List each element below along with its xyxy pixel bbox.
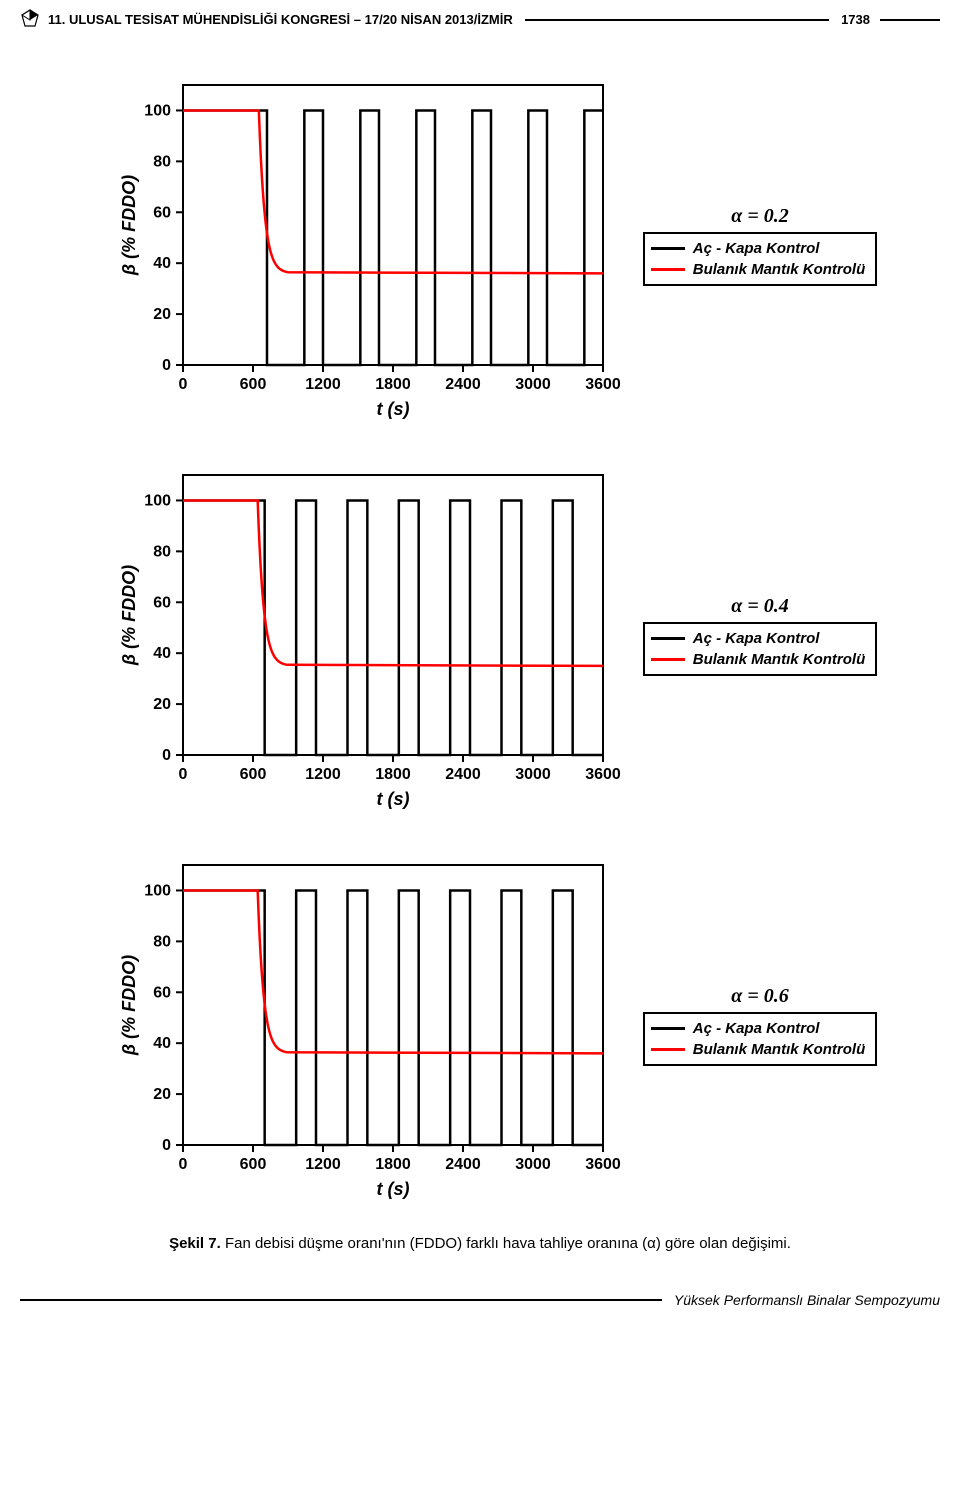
svg-text:600: 600 xyxy=(239,376,266,393)
chart-block: 0 600 1200 1800 2400 3000 3600 0 20 40 60 80 100 t (s… xyxy=(0,455,960,815)
svg-text:60: 60 xyxy=(153,984,171,1001)
legend: α = 0.6 Aç - Kapa KontrolBulanık Mantık K… xyxy=(643,985,878,1066)
header-rule-right xyxy=(880,19,940,21)
svg-text:0: 0 xyxy=(178,766,187,783)
svg-text:3600: 3600 xyxy=(585,766,621,783)
alpha-label: α = 0.6 xyxy=(643,985,878,1008)
svg-text:100: 100 xyxy=(144,882,171,899)
svg-text:80: 80 xyxy=(153,153,171,170)
legend-label: Bulanık Mantık Kontrolü xyxy=(693,649,866,670)
legend-item: Aç - Kapa Kontrol xyxy=(651,1018,866,1039)
svg-text:t (s): t (s) xyxy=(376,1179,409,1199)
svg-text:t (s): t (s) xyxy=(376,399,409,419)
svg-text:3000: 3000 xyxy=(515,1156,551,1173)
svg-text:80: 80 xyxy=(153,933,171,950)
legend-swatch xyxy=(651,637,685,640)
svg-text:1800: 1800 xyxy=(375,376,411,393)
caption-bold: Şekil 7. xyxy=(169,1235,221,1252)
svg-text:3000: 3000 xyxy=(515,766,551,783)
legend-item: Aç - Kapa Kontrol xyxy=(651,238,866,259)
legend-item: Bulanık Mantık Kontrolü xyxy=(651,1039,866,1060)
legend-item: Bulanık Mantık Kontrolü xyxy=(651,649,866,670)
svg-text:β (% FDDO): β (% FDDO) xyxy=(119,175,139,276)
legend: α = 0.4 Aç - Kapa KontrolBulanık Mantık K… xyxy=(643,595,878,676)
legend-item: Bulanık Mantık Kontrolü xyxy=(651,259,866,280)
legend-swatch xyxy=(651,1027,685,1030)
chart: 0 600 1200 1800 2400 3000 3600 0 20 40 60 80 100 t (s… xyxy=(113,845,623,1205)
svg-text:20: 20 xyxy=(153,306,171,323)
legend-swatch xyxy=(651,658,685,661)
svg-text:2400: 2400 xyxy=(445,1156,481,1173)
svg-text:600: 600 xyxy=(239,766,266,783)
svg-text:0: 0 xyxy=(162,747,171,764)
legend-item: Aç - Kapa Kontrol xyxy=(651,628,866,649)
logo-icon xyxy=(20,8,40,31)
svg-text:t (s): t (s) xyxy=(376,789,409,809)
svg-text:40: 40 xyxy=(153,1035,171,1052)
svg-text:β (% FDDO): β (% FDDO) xyxy=(119,955,139,1056)
svg-text:1200: 1200 xyxy=(305,376,341,393)
svg-text:1800: 1800 xyxy=(375,766,411,783)
svg-text:20: 20 xyxy=(153,696,171,713)
footer-text: Yüksek Performanslı Binalar Sempozyumu xyxy=(674,1292,940,1308)
header-rule xyxy=(525,19,829,21)
chart: 0 600 1200 1800 2400 3000 3600 0 20 40 60 80 100 t (s… xyxy=(113,455,623,815)
chart: 0 600 1200 1800 2400 3000 3600 0 20 40 60 80 100 t (s… xyxy=(113,65,623,425)
alpha-label: α = 0.2 xyxy=(643,205,878,228)
legend-swatch xyxy=(651,247,685,250)
svg-text:20: 20 xyxy=(153,1086,171,1103)
legend-label: Aç - Kapa Kontrol xyxy=(693,1018,820,1039)
svg-text:β (% FDDO): β (% FDDO) xyxy=(119,565,139,666)
alpha-label: α = 0.4 xyxy=(643,595,878,618)
legend-label: Aç - Kapa Kontrol xyxy=(693,628,820,649)
svg-text:40: 40 xyxy=(153,645,171,662)
charts-container: 060012001800240030003600020406080100t (s… xyxy=(0,65,960,1205)
svg-text:1200: 1200 xyxy=(305,766,341,783)
legend-label: Bulanık Mantık Kontrolü xyxy=(693,1039,866,1060)
svg-text:0: 0 xyxy=(162,357,171,374)
svg-text:100: 100 xyxy=(144,102,171,119)
svg-text:600: 600 xyxy=(239,1156,266,1173)
figure-caption: Şekil 7. Fan debisi düşme oranı'nın (FDD… xyxy=(40,1235,920,1252)
svg-text:40: 40 xyxy=(153,255,171,272)
svg-text:0: 0 xyxy=(178,376,187,393)
page-header: 11. ULUSAL TESİSAT MÜHENDİSLİĞİ KONGRESİ… xyxy=(0,0,960,35)
chart-block: 0 600 1200 1800 2400 3000 3600 0 20 40 60 80 100 t (s… xyxy=(0,845,960,1205)
svg-text:3000: 3000 xyxy=(515,376,551,393)
svg-text:3600: 3600 xyxy=(585,1156,621,1173)
legend-swatch xyxy=(651,1048,685,1051)
svg-text:3600: 3600 xyxy=(585,376,621,393)
caption-text: Fan debisi düşme oranı'nın (FDDO) farklı… xyxy=(221,1235,791,1252)
legend-label: Bulanık Mantık Kontrolü xyxy=(693,259,866,280)
legend-label: Aç - Kapa Kontrol xyxy=(693,238,820,259)
svg-text:100: 100 xyxy=(144,492,171,509)
header-title: 11. ULUSAL TESİSAT MÜHENDİSLİĞİ KONGRESİ… xyxy=(48,12,513,27)
svg-text:2400: 2400 xyxy=(445,376,481,393)
svg-text:2400: 2400 xyxy=(445,766,481,783)
svg-text:1800: 1800 xyxy=(375,1156,411,1173)
footer-rule xyxy=(20,1299,662,1301)
page-number: 1738 xyxy=(841,12,870,27)
legend: α = 0.2 Aç - Kapa KontrolBulanık Mantık K… xyxy=(643,205,878,286)
svg-text:60: 60 xyxy=(153,594,171,611)
svg-text:1200: 1200 xyxy=(305,1156,341,1173)
chart-block: 0 600 1200 1800 2400 3000 3600 0 20 40 60 80 100 t (s… xyxy=(0,65,960,425)
svg-text:0: 0 xyxy=(178,1156,187,1173)
legend-box: Aç - Kapa KontrolBulanık Mantık Kontrolü xyxy=(643,622,878,676)
legend-swatch xyxy=(651,268,685,271)
page-footer: Yüksek Performanslı Binalar Sempozyumu xyxy=(0,1262,960,1320)
svg-text:80: 80 xyxy=(153,543,171,560)
legend-box: Aç - Kapa KontrolBulanık Mantık Kontrolü xyxy=(643,232,878,286)
legend-box: Aç - Kapa KontrolBulanık Mantık Kontrolü xyxy=(643,1012,878,1066)
svg-text:0: 0 xyxy=(162,1137,171,1154)
svg-text:60: 60 xyxy=(153,204,171,221)
